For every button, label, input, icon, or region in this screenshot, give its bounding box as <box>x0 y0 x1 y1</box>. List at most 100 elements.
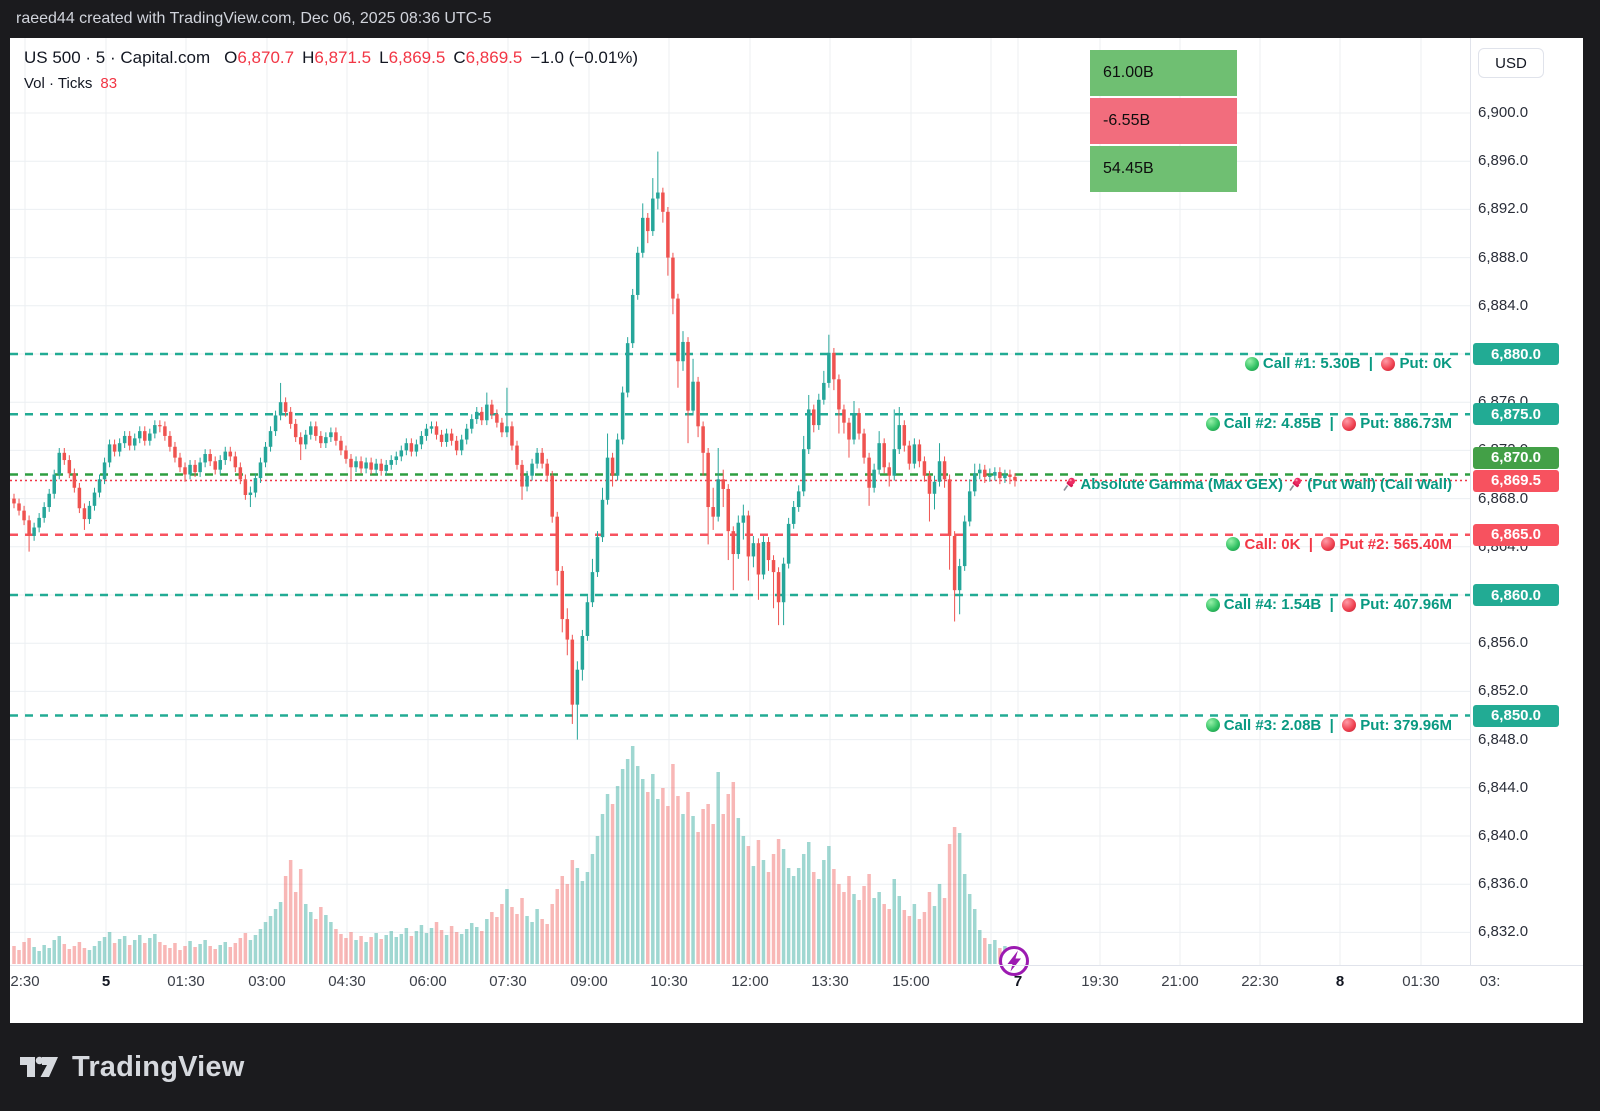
gex-level-label[interactable]: Call #2: 4.85B | Put: 886.73M <box>1205 414 1452 433</box>
price-tick: 6,868.0 <box>1478 489 1529 507</box>
put-ball-icon <box>1342 718 1357 732</box>
time-tick-label: 12:00 <box>731 973 769 990</box>
time-tick-label: 03: <box>1479 973 1501 990</box>
gex-level-text: Call: 0K | <box>1240 535 1322 553</box>
price-tick: 6,832.0 <box>1478 923 1529 941</box>
gex-level-label[interactable]: Absolute Gamma (Max GEX) (Put Wall) (Cal… <box>1061 475 1452 494</box>
gex-level-badge: 6,860.0 <box>1473 584 1559 606</box>
open-label: O <box>224 48 238 67</box>
time-tick-label: 21:00 <box>1161 973 1199 990</box>
low-value: 6,869.5 <box>388 48 446 67</box>
time-tick-label: 22:30 <box>1241 973 1279 990</box>
tradingview-logo[interactable]: TradingView <box>18 1051 245 1084</box>
time-tick-label: 03:00 <box>248 973 286 990</box>
symbol-title[interactable]: US 500 · 5 · Capital.com <box>24 48 211 67</box>
call-ball-icon <box>1226 537 1241 552</box>
price-tick: 6,848.0 <box>1478 730 1529 748</box>
gex-level-label[interactable]: Call #1: 5.30B | Put: 0K <box>1244 354 1452 373</box>
time-axis-separator[interactable] <box>10 965 1583 966</box>
time-tick-label: 13:30 <box>811 973 849 990</box>
gex-net-box: -6.55B <box>1090 98 1237 144</box>
time-tick-label: 06:00 <box>409 973 447 990</box>
high-label: H <box>302 48 315 67</box>
gex-level-text: Put: 407.96M <box>1356 596 1452 613</box>
time-tick-label: 19:30 <box>1081 973 1119 990</box>
change-value: −1.0 (−0.01%) <box>530 48 639 67</box>
put-ball-icon <box>1321 537 1336 552</box>
low-label: L <box>379 48 389 67</box>
gex-level-text: Put: 886.73M <box>1356 415 1452 433</box>
open-value: 6,870.7 <box>237 48 295 67</box>
price-tick: 6,888.0 <box>1478 248 1529 266</box>
gex-level-text: Call #2: 4.85B | <box>1219 415 1343 433</box>
gex-level-badge: 6,850.0 <box>1473 704 1559 727</box>
footer-bar: TradingView <box>0 1023 1600 1111</box>
price-tick: 6,836.0 <box>1478 875 1529 893</box>
gex-level-text: Put: 379.96M <box>1356 716 1452 734</box>
gex-level-text: Put #2: 565.40M <box>1335 535 1452 553</box>
price-tick: 6,900.0 <box>1478 104 1529 121</box>
price-tick: 6,884.0 <box>1478 296 1529 314</box>
time-tick-label: 5 <box>101 973 111 990</box>
price-tick: 6,840.0 <box>1478 827 1529 844</box>
chart-panel[interactable] <box>10 38 1583 1023</box>
time-tick-label: 2:30 <box>10 973 40 990</box>
pushpin-icon <box>1289 477 1302 491</box>
call-ball-icon <box>1205 416 1220 431</box>
attribution-text: raeed44 created with TradingView.com, De… <box>16 10 492 27</box>
time-tick-label: 09:00 <box>570 973 608 990</box>
price-axis-separator[interactable] <box>1470 38 1471 965</box>
gex-level-label[interactable]: Call #3: 2.08B | Put: 379.96M <box>1205 716 1452 735</box>
gex-level-text: Call #3: 2.08B | <box>1219 716 1343 734</box>
gex-level-label[interactable]: Call #4: 1.54B | Put: 407.96M <box>1205 595 1452 614</box>
tradingview-logo-icon <box>20 1056 58 1077</box>
time-tick-label: 8 <box>1335 973 1345 990</box>
time-tick-label: 10:30 <box>650 973 688 990</box>
gex-total-box: 61.00B <box>1090 50 1237 96</box>
gex-level-badge: 6,865.0 <box>1473 523 1559 546</box>
ohlc-legend: US 500 · 5 · Capital.com O6,870.7 H6,871.5… <box>24 48 638 92</box>
price-tick: 6,856.0 <box>1478 634 1529 652</box>
gex-abs-box: 54.45B <box>1090 146 1237 192</box>
gex-level-text: Absolute Gamma (Max GEX) <box>1076 475 1288 493</box>
put-ball-icon <box>1342 597 1357 612</box>
gex-level-badge: 6,880.0 <box>1473 343 1559 365</box>
pushpin-icon <box>1063 477 1075 491</box>
price-tick: 6,892.0 <box>1478 200 1529 218</box>
price-tick: 6,896.0 <box>1478 152 1529 170</box>
put-ball-icon <box>1342 416 1357 431</box>
gex-total-value: 61.00B <box>1103 64 1154 81</box>
time-tick-label: 01:30 <box>167 973 205 990</box>
price-tick: 6,852.0 <box>1478 682 1529 700</box>
price-axis[interactable]: USD 6,900.0 6,896.0 6,892.0 6,888.0 6,884.0 6… <box>1471 38 1583 965</box>
gex-level-badge: 6,870.0 <box>1473 446 1559 469</box>
price-tick: 6,844.0 <box>1478 778 1529 796</box>
close-value: 6,869.5 <box>465 48 523 67</box>
high-value: 6,871.5 <box>314 48 372 67</box>
put-ball-icon <box>1381 356 1396 371</box>
call-ball-icon <box>1205 718 1220 732</box>
gex-level-badge: 6,875.0 <box>1473 403 1559 426</box>
header-bar: raeed44 created with TradingView.com, De… <box>0 0 1600 38</box>
call-ball-icon <box>1244 356 1259 371</box>
time-tick-label: 07:30 <box>489 973 527 990</box>
gex-net-value: -6.55B <box>1103 112 1151 129</box>
time-tick-label: 15:00 <box>892 973 930 990</box>
time-tick-label: 01:30 <box>1402 973 1440 990</box>
gex-level-text: Put: 0K <box>1395 355 1452 372</box>
gex-abs-value: 54.45B <box>1103 160 1154 177</box>
gex-level-text: (Put Wall) (Call Wall) <box>1303 475 1452 493</box>
volume-legend-label[interactable]: Vol · Ticks <box>24 75 93 92</box>
time-tick-label: 7 <box>1013 973 1023 990</box>
time-tick-label: 04:30 <box>328 973 366 990</box>
tradingview-logo-text: TradingView <box>72 1050 245 1083</box>
session-status-icon[interactable] <box>999 946 1029 976</box>
volume-legend-value: 83 <box>100 75 118 92</box>
call-ball-icon <box>1205 597 1220 612</box>
currency-button[interactable]: USD <box>1478 48 1544 78</box>
close-label: C <box>453 48 466 67</box>
current-price-badge: 6,869.5 <box>1473 469 1559 492</box>
gex-level-label[interactable]: Call: 0K | Put #2: 565.40M <box>1226 535 1452 554</box>
gex-level-text: Call #4: 1.54B | <box>1219 596 1343 613</box>
